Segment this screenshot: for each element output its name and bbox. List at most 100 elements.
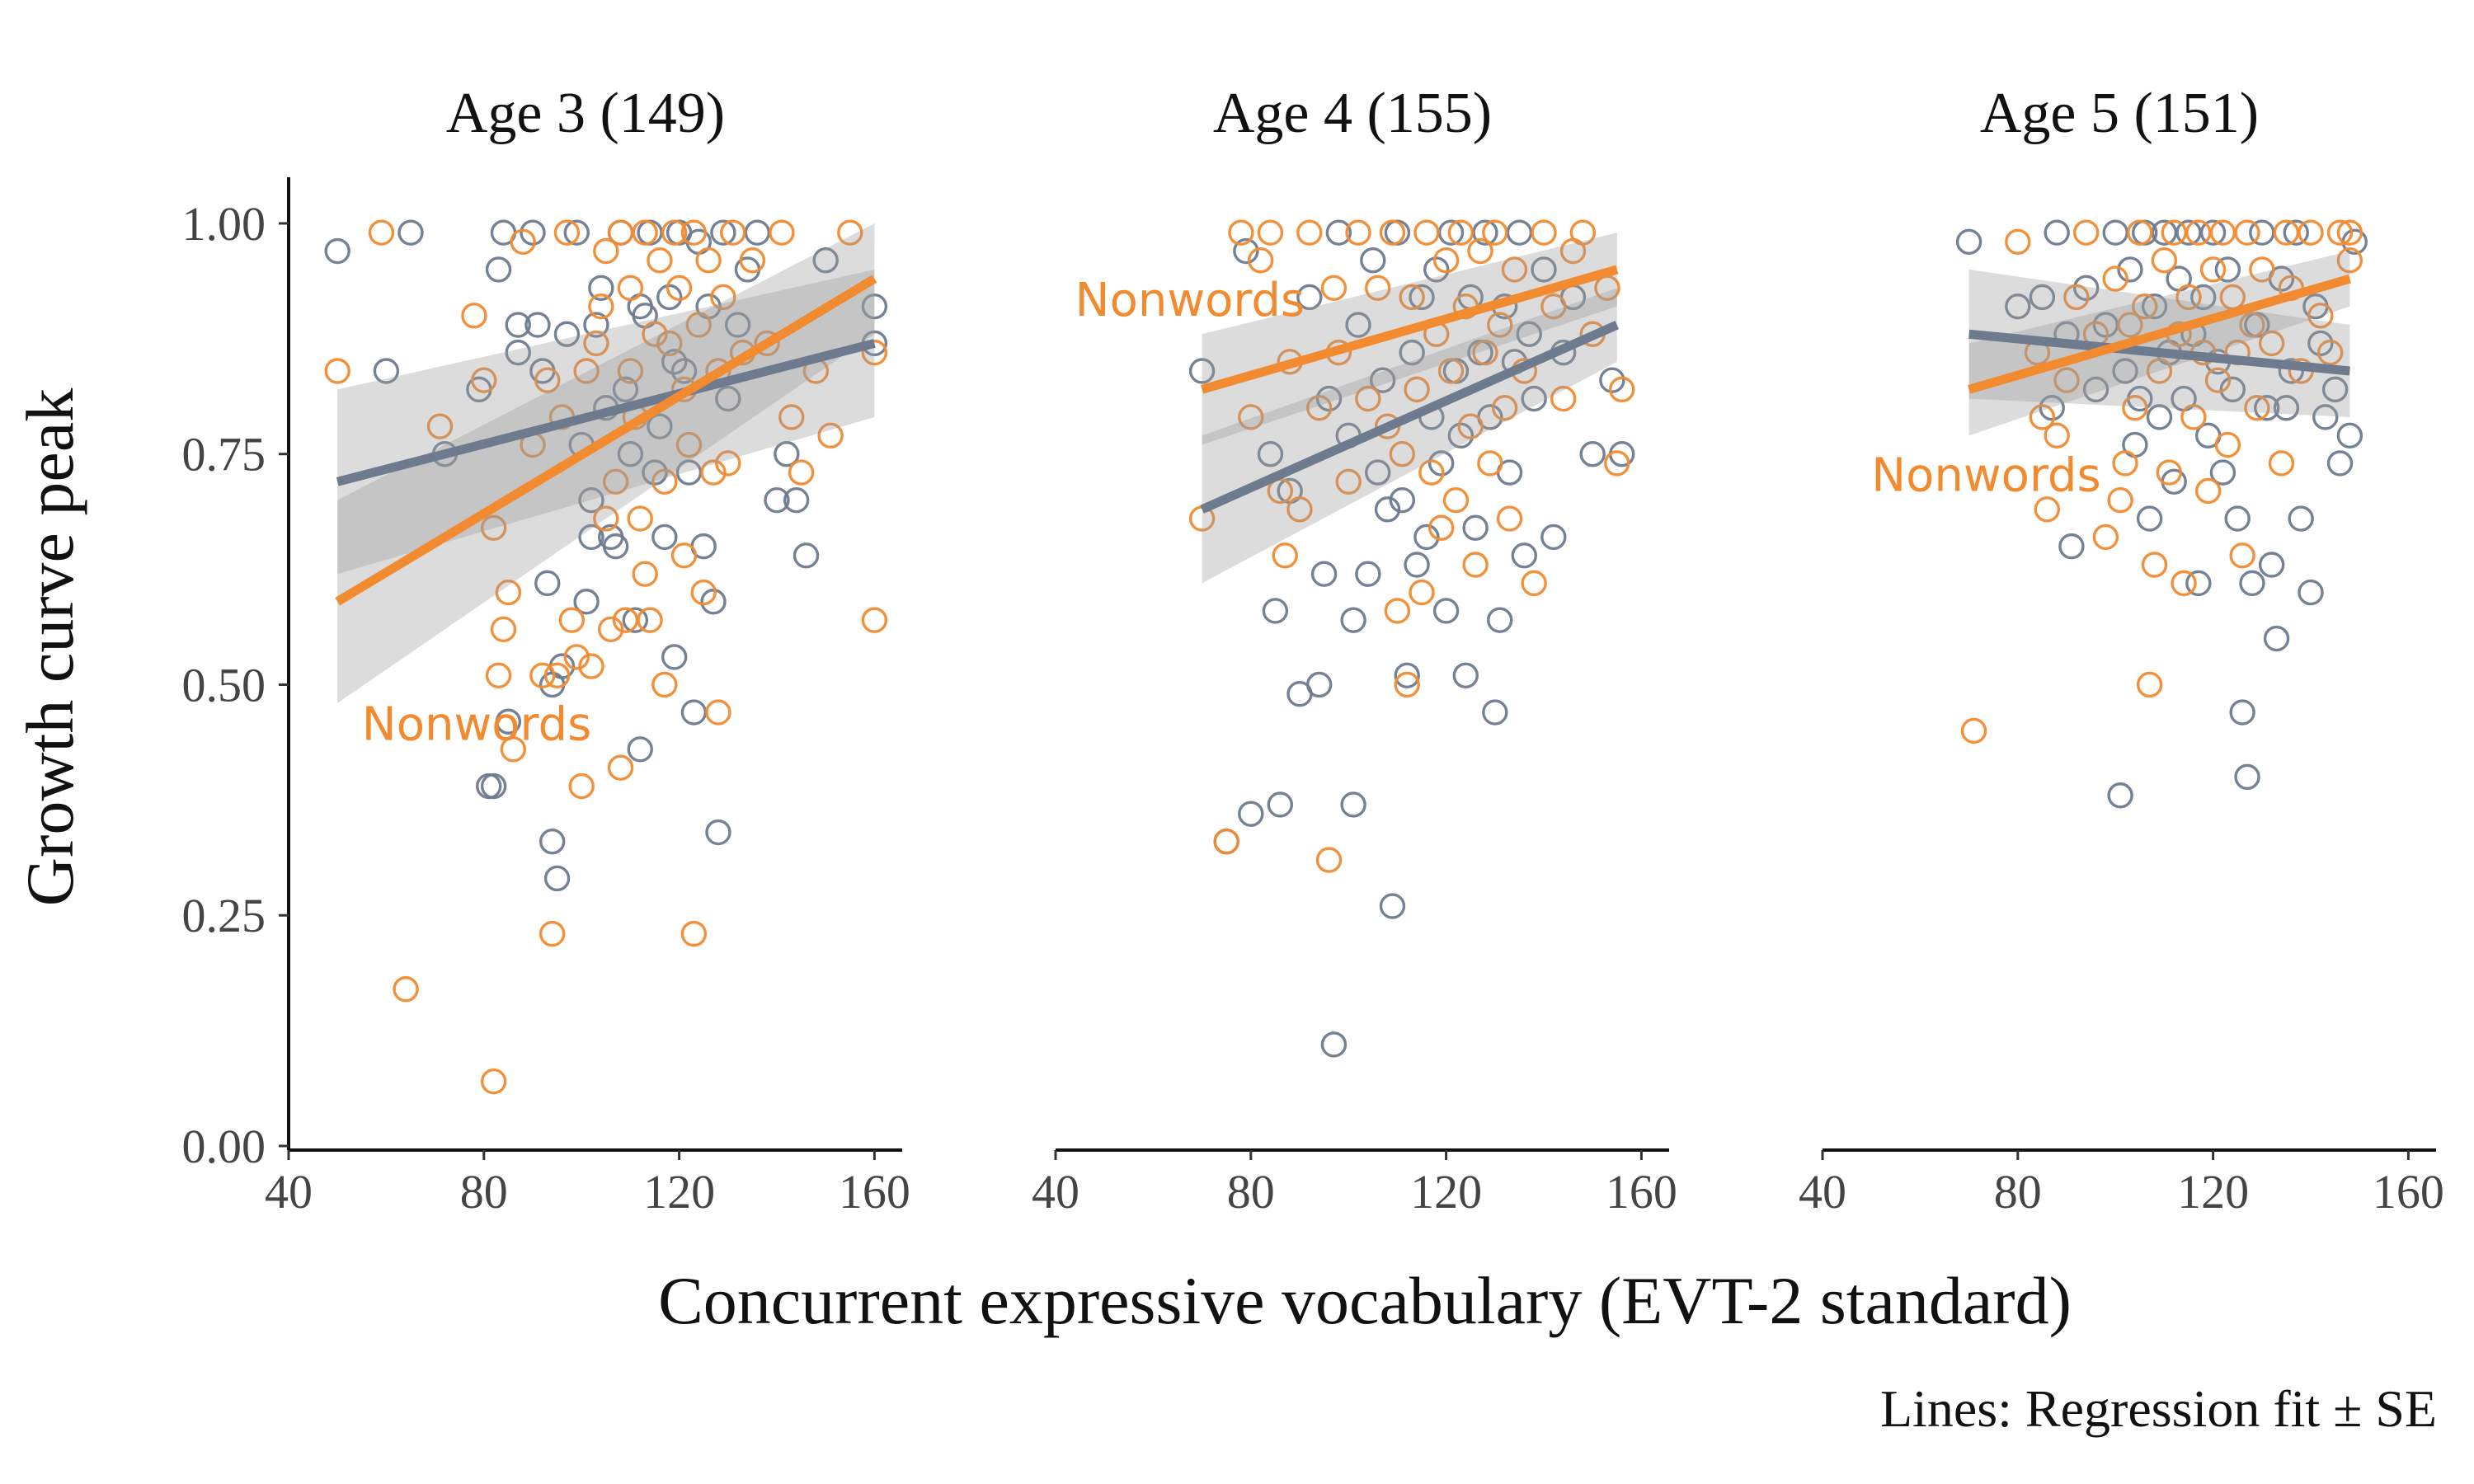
nonwords-point — [2199, 256, 2227, 283]
nonwords-point — [2034, 496, 2061, 523]
other-point — [2044, 219, 2070, 246]
other-point — [505, 312, 531, 338]
other-point — [783, 486, 810, 514]
other-point — [1399, 339, 1425, 366]
x-axis-title: Concurrent expressive vocabulary (EVT-2 … — [658, 1263, 2072, 1338]
other-point — [1262, 598, 1289, 624]
other-point — [2072, 275, 2100, 301]
nonwords-point — [720, 219, 746, 246]
nonwords-point — [680, 920, 708, 947]
other-point — [1482, 699, 1508, 726]
other-point — [373, 358, 400, 384]
nonwords-point — [2239, 312, 2265, 338]
other-point — [2185, 570, 2212, 597]
other-point — [715, 385, 741, 412]
nonwords-point — [588, 293, 614, 320]
nonwords-point — [1409, 579, 1435, 606]
nonwords-point — [2141, 552, 2168, 578]
nonwords-point — [617, 358, 644, 384]
nonwords-point — [2268, 450, 2295, 477]
other-point — [1423, 256, 1450, 283]
other-point — [1432, 598, 1460, 624]
nonwords-point — [1394, 671, 1420, 698]
nonwords-point — [715, 450, 741, 477]
panel-age-4: Age 4 (155) 40 80 120 160 Nonwords — [1032, 82, 1677, 1219]
nonwords-point — [690, 579, 717, 606]
other-point — [2263, 625, 2290, 652]
scatter-points — [1955, 219, 2368, 809]
x-tick-label: 160 — [1606, 1165, 1677, 1219]
y-tick-label: 0.50 — [182, 658, 266, 711]
other-point — [2058, 533, 2085, 560]
other-point — [1340, 791, 1366, 818]
nonwords-point — [670, 542, 698, 569]
nonwords-point — [695, 247, 722, 274]
other-point — [705, 819, 731, 846]
other-point — [1233, 237, 1259, 265]
nonwords-point — [1432, 247, 1460, 274]
other-point — [1409, 284, 1435, 311]
nonwords-point — [1345, 219, 1371, 246]
nonwords-point — [539, 920, 566, 947]
other-point — [1511, 542, 1538, 569]
nonwords-point — [480, 514, 507, 541]
other-point — [2219, 376, 2246, 403]
other-point — [485, 256, 512, 283]
nonwords-point — [2234, 219, 2260, 246]
nonwords-point — [602, 468, 629, 495]
nonwords-point — [2044, 422, 2070, 449]
other-point — [1955, 228, 1982, 256]
nonwords-point — [2005, 228, 2031, 256]
other-point — [764, 486, 790, 514]
nonwords-point — [2029, 404, 2056, 430]
other-point — [2326, 450, 2354, 477]
other-point — [1404, 552, 1430, 578]
nonwords-point — [2122, 395, 2148, 421]
nonwords-point — [1320, 275, 1348, 301]
nonwords-point — [2204, 367, 2232, 393]
other-fit-line — [1200, 321, 1620, 514]
series-label-nonwords: Nonwords — [1871, 448, 2100, 502]
nonwords-point — [1365, 275, 1391, 301]
y-tick-label: 0.00 — [182, 1120, 266, 1173]
other-point — [583, 312, 609, 338]
panel-age-3: Age 3 (149) 40 80 120 160 Nonwords — [265, 82, 910, 1219]
nonwords-se-band — [1202, 232, 1617, 445]
nonwords-point — [651, 671, 678, 698]
scatter-points — [324, 219, 888, 1095]
nonwords-point — [710, 284, 736, 311]
nonwords-point — [1399, 284, 1425, 311]
nonwords-point — [1462, 552, 1489, 578]
nonwords-point — [666, 275, 693, 301]
other-point — [2107, 782, 2133, 809]
chart-caption: Lines: Regression fit ± SE — [1880, 1379, 2437, 1438]
nonwords-point — [2151, 247, 2178, 274]
nonwords-point — [817, 422, 844, 449]
nonwords-point — [1247, 247, 1274, 274]
nonwords-point — [553, 219, 581, 246]
nonwords-point — [2112, 450, 2138, 477]
nonwords-point — [1238, 404, 1264, 430]
other-point — [602, 533, 629, 560]
nonwords-point — [426, 413, 454, 439]
nonwords-point — [1569, 219, 1597, 246]
other-point — [2209, 459, 2236, 486]
x-tick-label: 120 — [2177, 1165, 2249, 1219]
nonwords-point — [705, 699, 731, 726]
nonwords-point — [368, 219, 395, 246]
y-axis-title: Growth curve peak — [12, 388, 87, 906]
other-point — [1315, 385, 1343, 412]
other-fit-line — [1968, 329, 2350, 376]
nonwords-point — [739, 247, 766, 274]
nonwords-point — [1286, 496, 1313, 523]
facet-title: Age 5 (151) — [1980, 82, 2259, 145]
x-axis: 40 80 120 160 — [1032, 1148, 1677, 1219]
other-point — [495, 708, 522, 735]
nonwords-point — [543, 662, 571, 688]
x-axis: 40 80 120 160 — [1799, 1148, 2444, 1219]
other-point — [2283, 219, 2309, 246]
other-point — [861, 293, 888, 320]
nonwords-point — [2072, 219, 2100, 246]
other-point — [2005, 293, 2031, 320]
